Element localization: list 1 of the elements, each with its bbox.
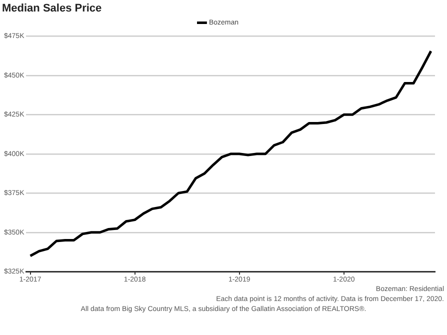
chart-title: Median Sales Price [2, 2, 102, 15]
